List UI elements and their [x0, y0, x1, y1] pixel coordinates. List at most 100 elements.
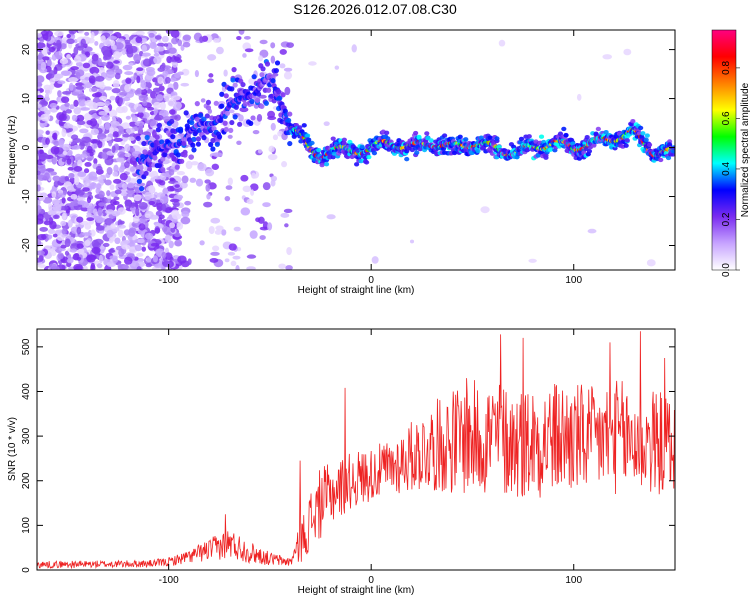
spectrogram-ridge-cell: [304, 133, 311, 138]
spectrogram-cell: [68, 172, 75, 179]
spectrogram-cell: [110, 120, 120, 128]
spectrogram-ridge-cell: [623, 143, 629, 148]
spectrogram-cell: [174, 114, 181, 121]
colorbar-strip: [711, 29, 737, 271]
spectrogram-cell: [83, 265, 88, 270]
spectrogram-y-tick-label: -10: [21, 189, 32, 204]
spectrogram-cell: [281, 161, 288, 168]
spectrogram-cell: [113, 164, 119, 174]
spectrogram-cell: [140, 88, 148, 96]
spectrogram-cell: [76, 197, 86, 202]
spectrogram-cell: [51, 265, 60, 270]
spectrogram-y-tick-label: 10: [21, 93, 32, 105]
spectrogram-cell: [131, 115, 138, 123]
spectrogram-cell: [90, 229, 96, 237]
spectrogram-ridge-cell: [452, 150, 458, 156]
spectrogram-cell: [90, 128, 99, 136]
spectrogram-cell: [74, 153, 83, 161]
spectrogram-cell: [37, 60, 43, 64]
spectrogram-cell: [99, 96, 108, 101]
spectrogram-ridge-cell: [364, 160, 370, 165]
spectrogram-ridge-cell: [219, 103, 225, 109]
spectrogram-cell: [46, 58, 52, 68]
spectrogram-cell: [37, 218, 44, 225]
spectrogram-cell: [127, 182, 135, 189]
spectrogram-cell: [153, 175, 163, 180]
spectrogram-cell: [326, 214, 336, 220]
spectrogram-cell: [150, 90, 158, 99]
spectrogram-cell: [216, 46, 224, 55]
spectrogram-cell: [37, 264, 46, 268]
spectrogram-cell: [174, 56, 181, 61]
spectrogram-ridge-cell: [586, 149, 593, 154]
spectrogram-cell: [118, 248, 125, 257]
spectrogram-cell: [135, 36, 143, 44]
spectrogram-ridge-cell: [237, 121, 243, 127]
spectrogram-cell: [210, 217, 221, 224]
spectrogram-cell: [68, 82, 74, 91]
spectrogram-ridge-cell: [280, 92, 286, 98]
spectrogram-cell: [84, 162, 92, 167]
spectrogram-cell: [134, 186, 140, 194]
spectrogram-cell: [141, 246, 147, 252]
spectrogram-cell: [169, 222, 176, 229]
spectrogram-cell: [168, 168, 175, 176]
spectrogram-cell: [68, 76, 78, 83]
spectrogram-cell: [112, 79, 120, 89]
spectrogram-ridge-cell: [416, 134, 422, 140]
spectrogram-cell: [62, 143, 72, 151]
spectrogram-cell: [152, 255, 159, 263]
spectrogram-cell: [227, 134, 233, 139]
spectrogram-ridge-cell: [424, 131, 430, 136]
spectrogram-cell: [62, 90, 72, 95]
spectrogram-ridge-cell: [319, 162, 325, 168]
colorbar-tick-label: 0.2: [721, 212, 732, 226]
spectrogram-cell: [94, 75, 105, 82]
spectrogram-ridge-cell: [274, 60, 281, 66]
spectrogram-cell: [111, 145, 116, 154]
spectrogram-cell: [168, 47, 177, 54]
spectrogram-cell: [61, 212, 67, 220]
spectrogram-cell: [197, 162, 207, 172]
spectrogram-cell: [37, 82, 43, 87]
spectrogram-cell: [119, 172, 128, 181]
spectrogram-ridge-cell: [538, 134, 545, 139]
spectrogram-cell: [60, 220, 67, 227]
spectrogram-cell: [53, 140, 60, 147]
spectrogram-cell: [89, 151, 94, 157]
spectrogram-cell: [49, 102, 58, 109]
spectrogram-ridge-cell: [563, 133, 569, 138]
spectrogram-cell: [162, 261, 172, 268]
spectrogram-cell: [284, 86, 291, 96]
spectrogram-cell: [41, 47, 48, 55]
spectrogram-cell: [576, 93, 582, 101]
spectrogram-cell: [623, 48, 632, 56]
spectrogram-cell: [227, 251, 236, 256]
spectrogram-cell: [52, 175, 61, 182]
spectrogram-cell: [98, 202, 105, 207]
spectrogram-cell: [174, 184, 180, 188]
spectrogram-cell: [221, 229, 227, 236]
spectrogram-cell: [56, 112, 65, 121]
spectrogram-cell: [108, 140, 113, 147]
spectrogram-cell: [176, 171, 186, 176]
spectrogram-cell: [209, 257, 219, 263]
spectrogram-cell: [211, 163, 220, 170]
spectrogram-cell: [125, 127, 135, 134]
spectrogram-cell: [156, 202, 164, 212]
spectrogram-ridge-cell: [630, 119, 636, 124]
spectrogram-ridge-cell: [349, 154, 355, 160]
spectrogram-ridge-cell: [135, 135, 141, 142]
colorbar-tick-label: 0.8: [721, 61, 732, 75]
spectrogram-cell: [124, 71, 134, 76]
spectrogram-cell: [37, 184, 41, 192]
spectrogram-cell: [71, 114, 78, 122]
spectrogram-ridge-cell: [205, 99, 212, 106]
snr-x-tick-label: 0: [368, 575, 374, 586]
spectrogram-cell: [141, 44, 148, 53]
spectrogram-cell: [180, 216, 191, 225]
spectrogram-cell: [258, 55, 264, 62]
spectrogram-cell: [153, 53, 160, 57]
spectrogram-ridge-cell: [140, 153, 146, 160]
